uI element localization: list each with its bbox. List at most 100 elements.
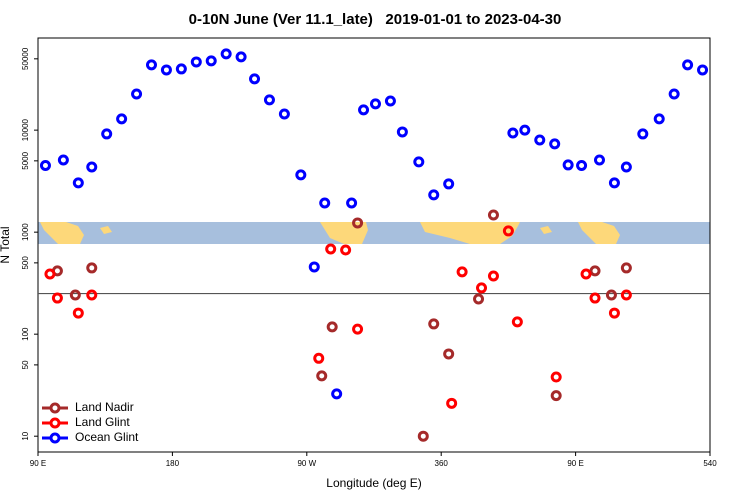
x-tick-label: 90 E [30,459,46,468]
legend-label: Land Glint [75,415,130,429]
point [352,323,364,335]
point [86,161,98,173]
y-tick-label: 500 [21,256,30,270]
map-strip [38,222,710,244]
point [417,430,429,442]
point [116,113,128,125]
point [369,98,381,110]
point [550,371,562,383]
point [44,268,56,280]
legend-label: Ocean Glint [75,430,139,444]
point [69,289,81,301]
point [205,55,217,67]
point [413,156,425,168]
point [637,128,649,140]
point [697,64,709,76]
chart-title: 0-10N June (Ver 11.1_late) 2019-01-01 to… [189,11,562,28]
point [443,178,455,190]
point [668,88,680,100]
y-tick-label: 50 [21,360,30,369]
point [487,209,499,221]
x-tick-label: 360 [435,459,449,468]
point [443,348,455,360]
point [326,321,338,333]
point [160,64,172,76]
point [620,289,632,301]
x-tick-label: 90 W [297,459,316,468]
point [325,243,337,255]
point [549,138,561,150]
point [580,268,592,280]
point [428,318,440,330]
point [446,397,458,409]
point [145,59,157,71]
point [608,307,620,319]
y-tick-label: 50000 [21,47,30,70]
point [220,48,232,60]
point [331,388,343,400]
point [605,289,617,301]
point [589,265,601,277]
legend-marker [49,417,61,429]
point [562,159,574,171]
y-tick-label: 10000 [21,118,30,141]
point [519,124,531,136]
point [235,51,247,63]
point [86,262,98,274]
point [620,161,632,173]
point [190,56,202,68]
point [620,262,632,274]
point [295,169,307,181]
point [576,160,588,172]
point [263,94,275,106]
point [593,154,605,166]
y-tick-label: 100 [21,327,30,341]
point [346,197,358,209]
point [313,352,325,364]
point [507,127,519,139]
x-tick-label: 180 [166,459,180,468]
point [550,390,562,402]
point [384,95,396,107]
point [175,63,187,75]
legend-marker [49,402,61,414]
plot-frame [37,37,711,453]
x-tick-label: 90 E [567,459,583,468]
point [428,189,440,201]
point [51,292,63,304]
point [319,197,331,209]
x-tick-label: 540 [703,459,717,468]
point [101,128,113,140]
point [39,160,51,172]
point [340,244,352,256]
point [358,104,370,116]
point [86,289,98,301]
point [653,113,665,125]
point [352,217,364,229]
point [72,307,84,319]
legend-label: Land Nadir [75,400,134,414]
point [476,282,488,294]
legend-marker [49,432,61,444]
x-axis-label: Longitude (deg E) [326,476,421,490]
point [608,177,620,189]
point [473,293,485,305]
point [511,316,523,328]
y-tick-label: 10 [21,431,30,440]
point [72,177,84,189]
point [308,261,320,273]
point [682,59,694,71]
point [131,88,143,100]
point [502,225,514,237]
point [249,73,261,85]
point [534,134,546,146]
y-axis-label: N Total [0,226,12,263]
point [487,270,499,282]
point [316,370,328,382]
point [396,126,408,138]
point [278,108,290,120]
point [589,292,601,304]
point [57,154,69,166]
y-tick-label: 5000 [21,151,30,169]
